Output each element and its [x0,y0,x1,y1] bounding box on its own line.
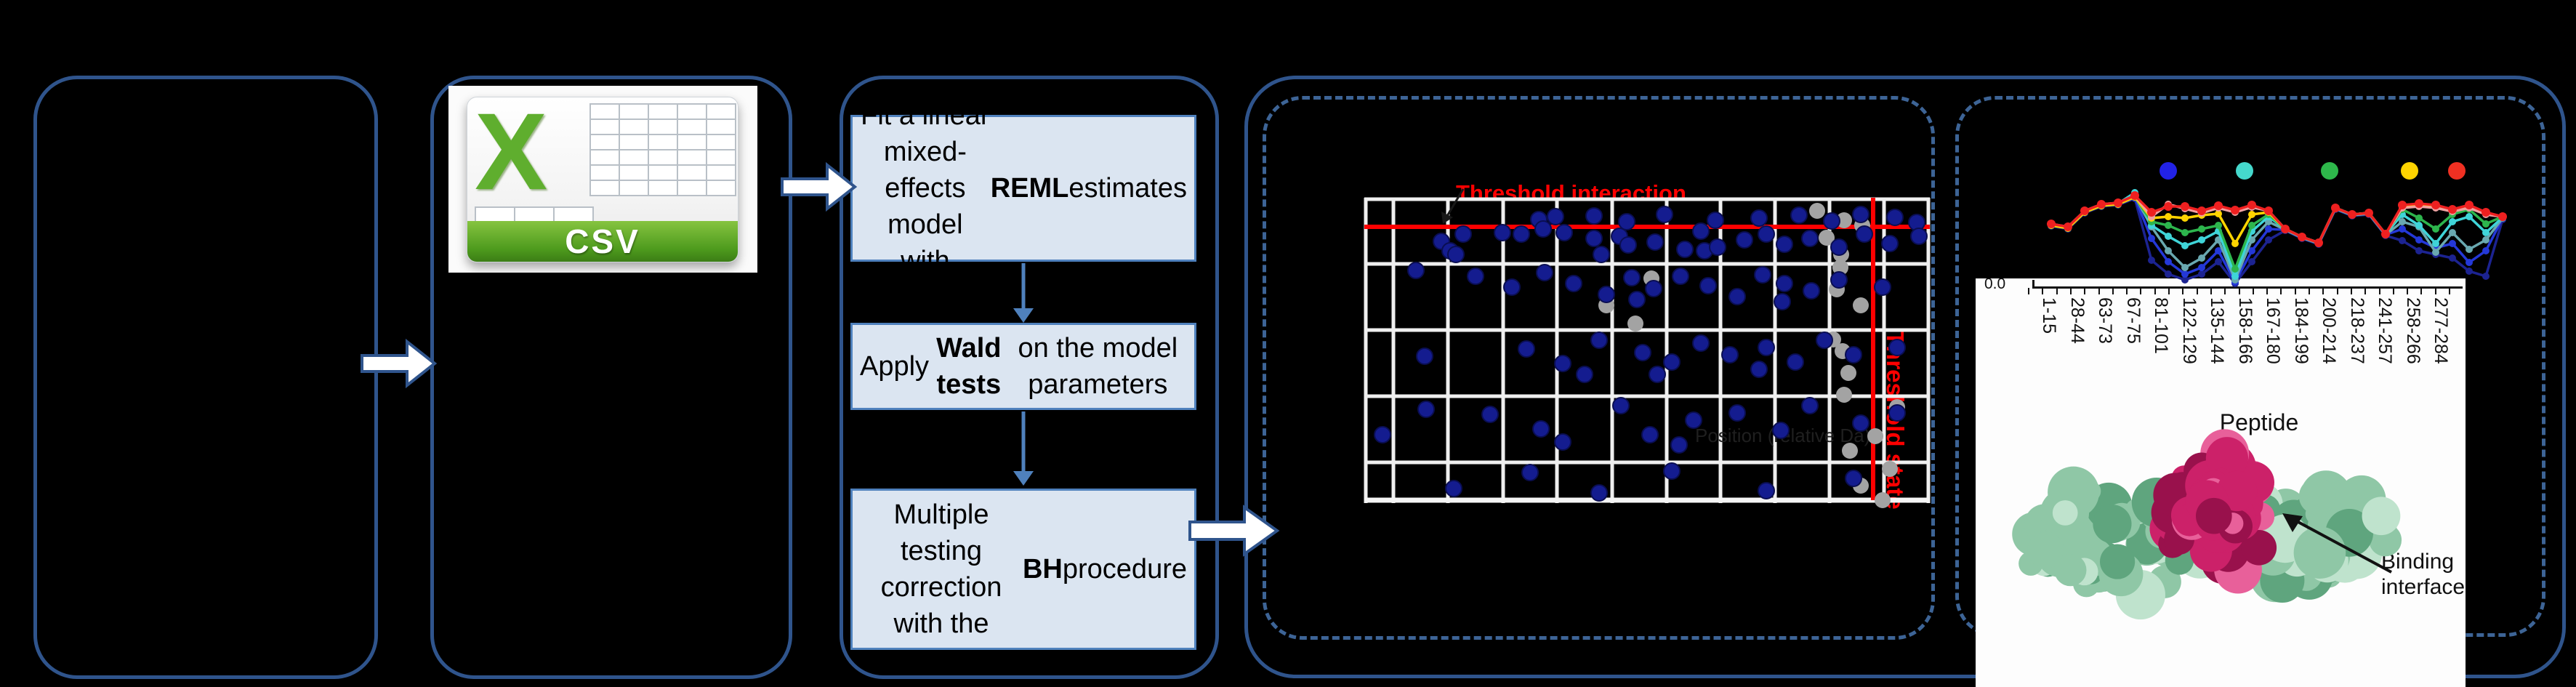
csv-banner: CSV [467,221,738,262]
connector-step1-step2 [1013,263,1034,323]
csv-file-icon: X CSV [467,97,738,262]
legend-dot-3 [2401,162,2418,180]
deuterium-uptake-chart [2047,189,2507,287]
csv-photo: X CSV [448,86,757,273]
legend-dot-2 [2321,162,2338,180]
binding-interface-label: Binding interface [2381,550,2466,600]
protein-structure-image [2012,429,2402,620]
step-reml: Fit a linear mixed-effects model with RE… [850,100,1196,276]
csv-label: CSV [565,222,640,260]
excel-x-icon: X [475,97,548,212]
step-bh: Multiple testing correction with the BH … [850,489,1196,650]
threshold-interaction-label: Threshold interaction [1456,180,1686,206]
arrow-panel2-to-panel3 [781,161,858,212]
uptake-y-axis-stub [2032,280,2034,289]
legend-dot-0 [2160,162,2177,180]
step-wald: Apply Wald tests on the model parameters [850,323,1196,410]
spreadsheet-grid-icon [589,103,736,196]
arrow-panel1-to-panel2 [361,338,438,389]
legend-dot-4 [2448,162,2466,180]
uptake-y-origin-label: 0.0 [1984,278,2006,292]
arrow-panel3-to-results [1188,505,1280,557]
connector-step2-step3 [1013,411,1034,486]
threshold-scatter-plot: Position (relative Da) [1364,197,1931,508]
uptake-x-axis [2032,286,2463,289]
legend-dot-1 [2236,162,2253,180]
threshold-label-arrow [1441,188,1465,224]
